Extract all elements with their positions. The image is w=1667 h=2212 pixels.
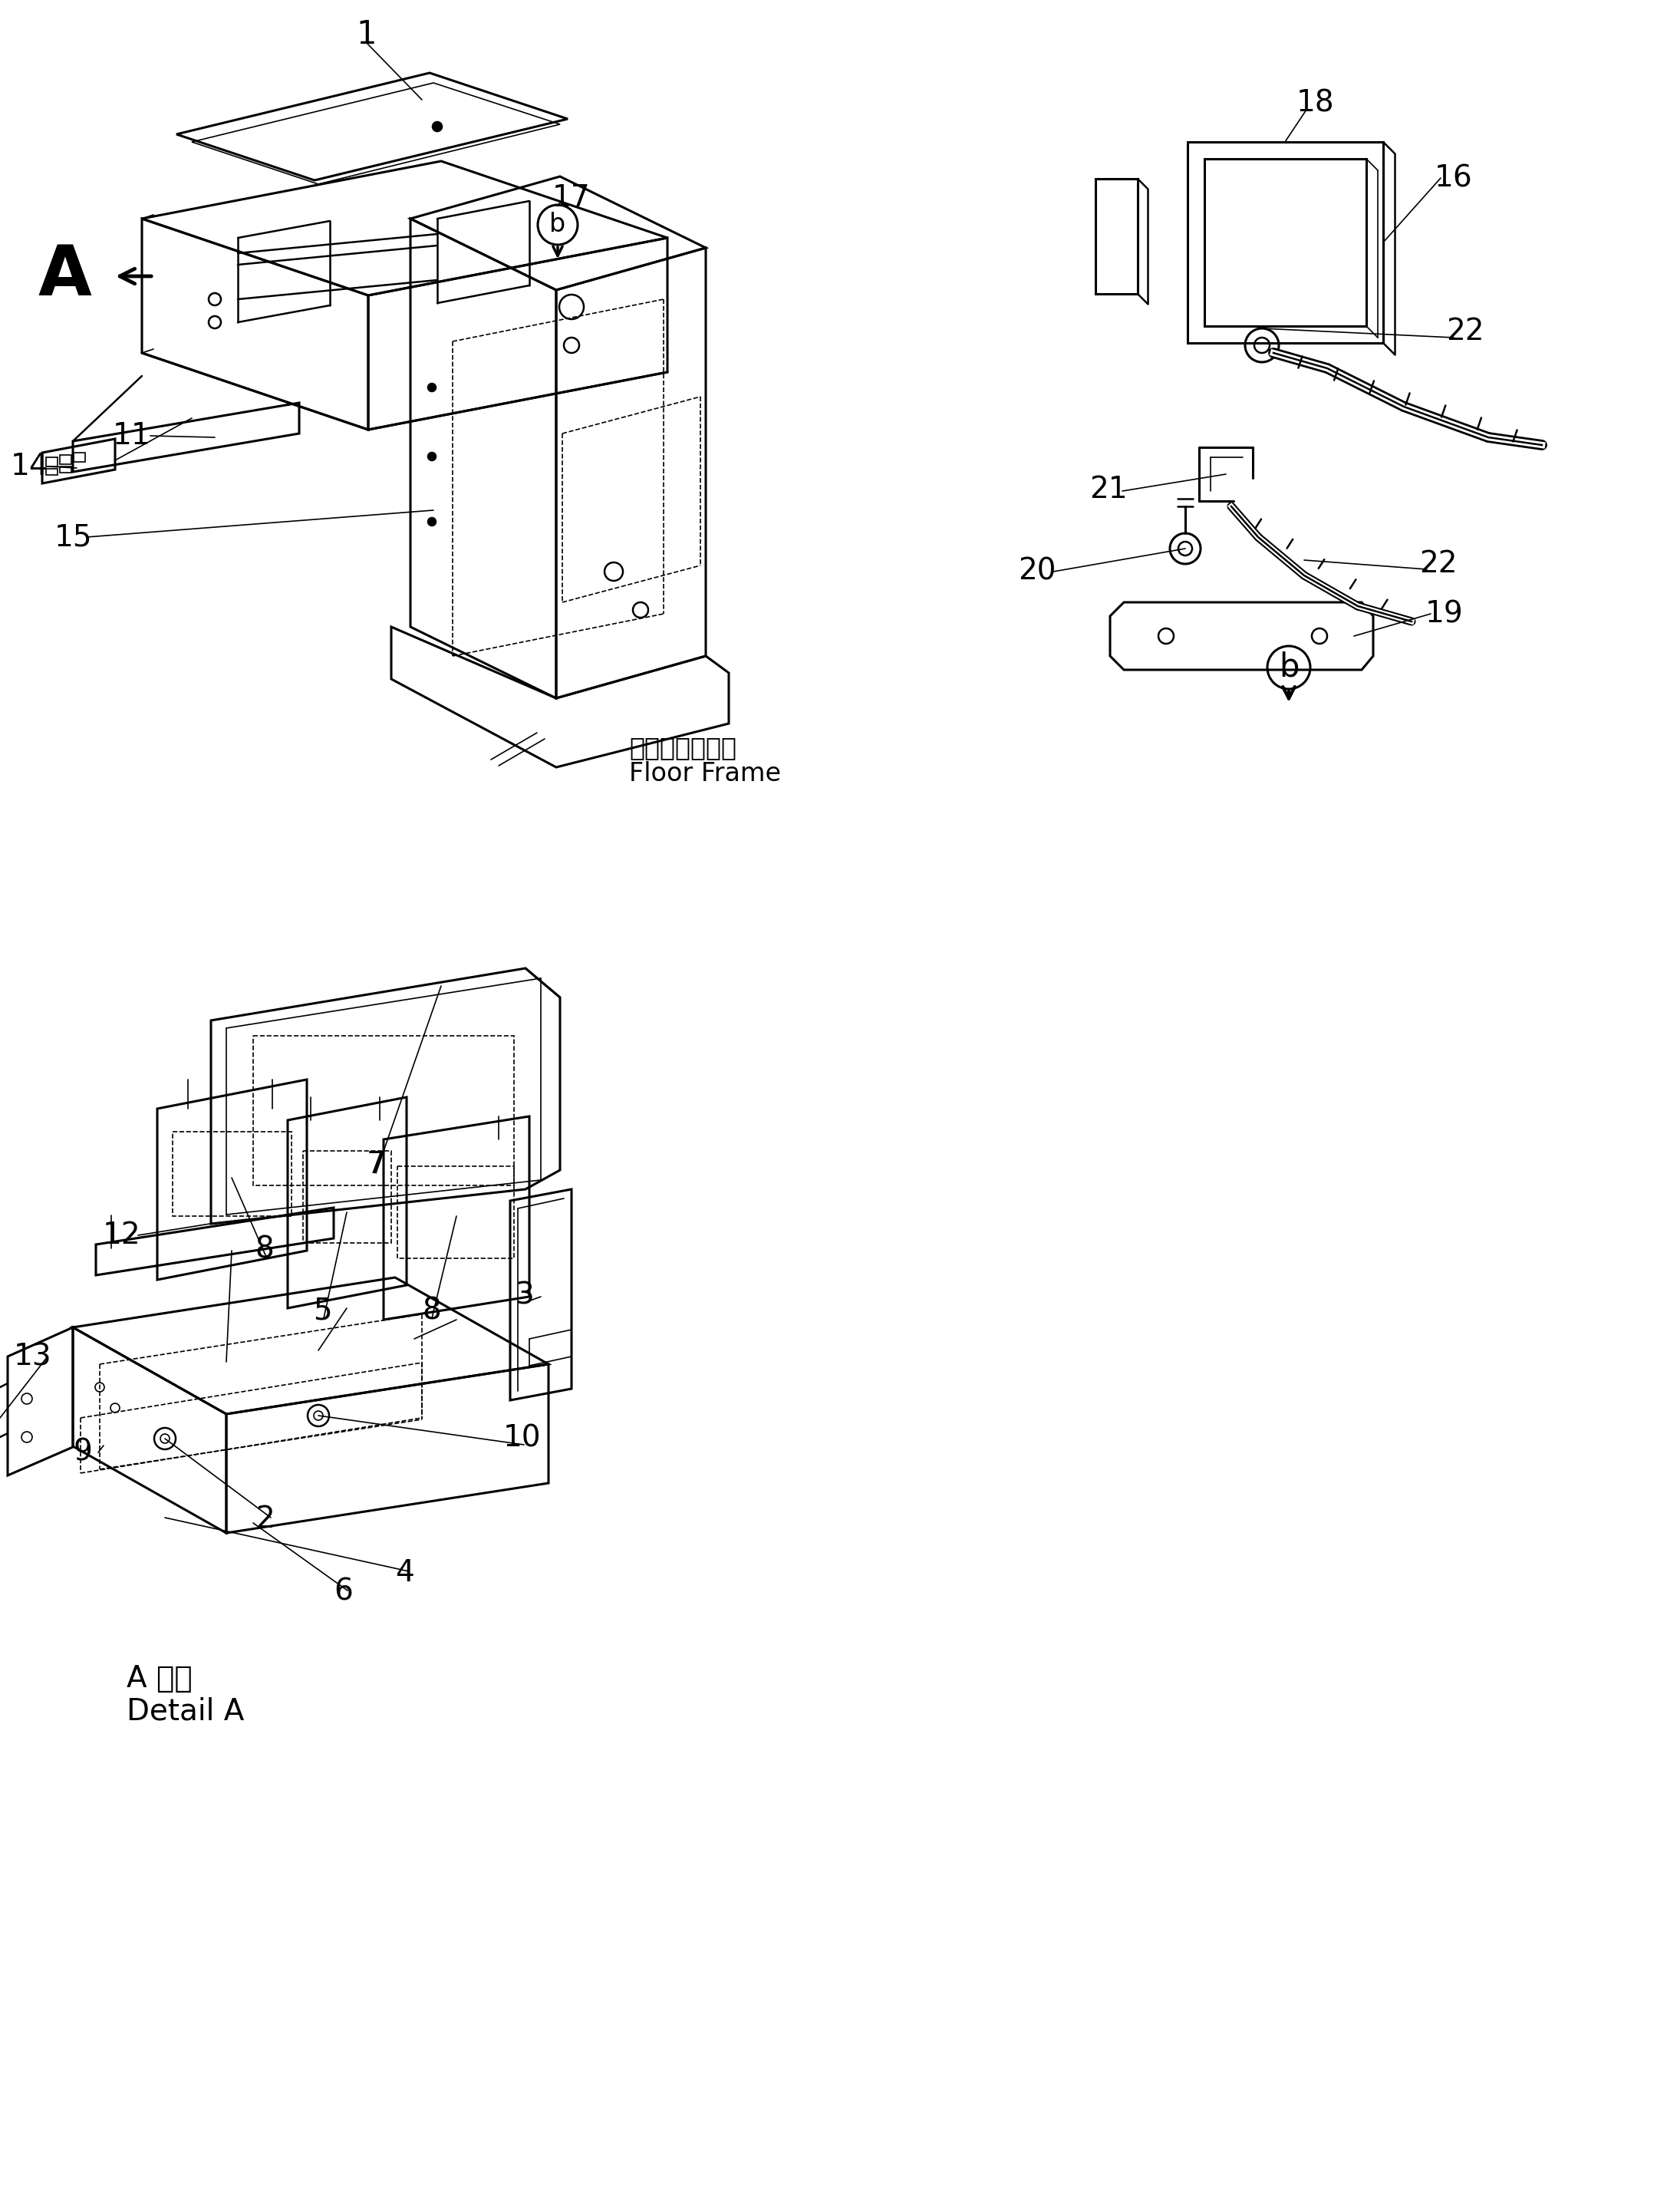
Text: Floor Frame: Floor Frame xyxy=(628,761,780,785)
Text: 8: 8 xyxy=(255,1234,273,1263)
Bar xyxy=(303,1150,392,1243)
Bar xyxy=(73,453,85,462)
Text: 6: 6 xyxy=(333,1577,353,1606)
Bar xyxy=(47,469,58,476)
Text: b: b xyxy=(550,212,565,237)
Text: 2: 2 xyxy=(255,1504,273,1533)
Text: 3: 3 xyxy=(515,1281,533,1310)
Text: 22: 22 xyxy=(1419,549,1457,580)
Text: 8: 8 xyxy=(422,1296,442,1325)
Text: 12: 12 xyxy=(102,1221,140,1250)
Text: 19: 19 xyxy=(1425,599,1464,628)
Text: 1: 1 xyxy=(357,18,377,51)
Text: 10: 10 xyxy=(503,1425,540,1453)
Bar xyxy=(60,467,72,473)
Circle shape xyxy=(433,122,442,131)
Text: 17: 17 xyxy=(552,184,590,212)
Text: 11: 11 xyxy=(113,420,152,451)
Bar xyxy=(60,456,72,465)
Text: Detail A: Detail A xyxy=(127,1697,245,1725)
Text: 20: 20 xyxy=(1019,557,1057,586)
Circle shape xyxy=(428,518,435,526)
Text: 15: 15 xyxy=(53,522,92,551)
Text: 5: 5 xyxy=(313,1296,332,1325)
Bar xyxy=(397,1166,513,1259)
Text: 13: 13 xyxy=(13,1343,52,1371)
Text: フロアフレーム: フロアフレーム xyxy=(628,734,737,761)
Text: b: b xyxy=(1279,650,1299,684)
Text: 21: 21 xyxy=(1090,476,1127,504)
Text: A: A xyxy=(38,243,92,310)
Text: 7: 7 xyxy=(367,1150,385,1179)
Bar xyxy=(47,458,58,467)
Text: A 詳細: A 詳細 xyxy=(127,1663,192,1694)
Text: 9: 9 xyxy=(73,1438,92,1467)
Circle shape xyxy=(428,383,435,392)
Text: 22: 22 xyxy=(1447,316,1484,345)
Circle shape xyxy=(428,453,435,460)
Bar xyxy=(173,1133,292,1217)
Text: 14: 14 xyxy=(10,451,48,480)
Text: 18: 18 xyxy=(1297,88,1335,117)
Text: 4: 4 xyxy=(395,1557,413,1588)
Bar xyxy=(253,1035,513,1186)
Text: 16: 16 xyxy=(1435,164,1474,192)
